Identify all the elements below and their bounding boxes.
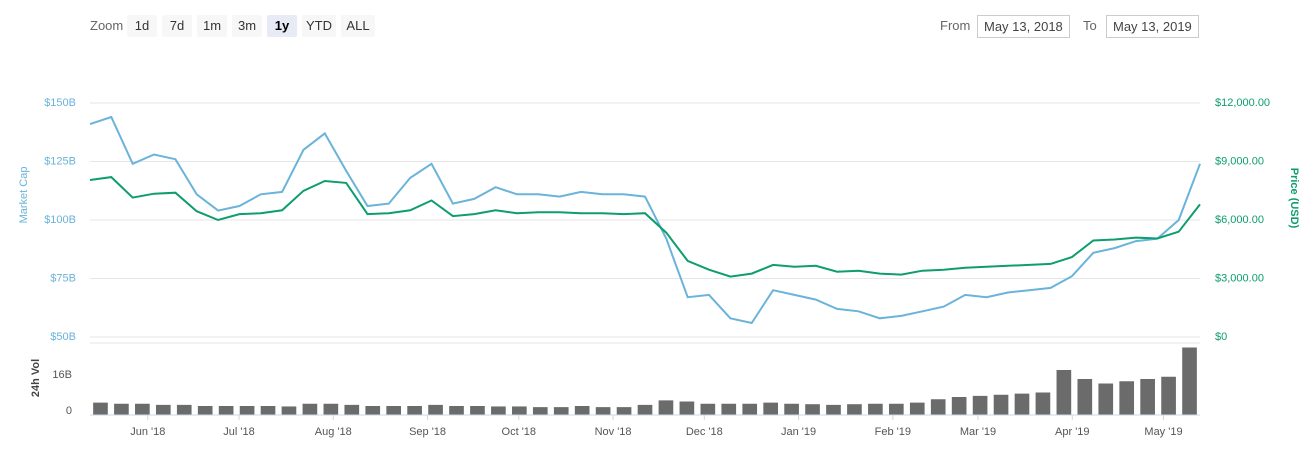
zoom-button[interactable]: YTD [302,15,336,37]
volume-bar [470,406,485,415]
volume-bar [742,403,758,415]
volume-bar [114,403,129,415]
volume-bar [176,404,192,415]
volume-bar [323,403,339,415]
y-axis-title: 24h Vol [30,359,42,397]
line-series [89,115,1201,325]
from-date-input[interactable]: May 13, 2018 [977,15,1070,38]
y-tick-label: $75B [50,272,76,284]
volume-bar [260,406,276,415]
volume-bar [239,406,255,415]
volume-bar [993,394,1009,415]
volume-bar [1182,347,1197,415]
x-tick-label: Apr '19 [1055,426,1090,438]
from-label: From [940,18,971,33]
x-tick-label: Dec '18 [686,426,723,438]
volume-bar [930,399,946,415]
volume-bar [826,404,841,415]
to-label: To [1083,18,1097,33]
y-tick-label: $50B [50,331,76,343]
y-tick-label: 0 [66,405,72,417]
volume-bar [1098,383,1114,415]
volume-bar [784,403,799,415]
x-tick-label: Oct '18 [502,426,537,438]
volume-bar [700,403,716,415]
volume-bar [1035,392,1051,415]
x-tick-label: Mar '19 [960,426,996,438]
volume-bar [1077,379,1093,415]
x-tick-label: Jun '18 [130,426,165,438]
volume-bar [512,406,527,415]
volume-bar [218,406,234,415]
y2-tick-label: $12,000.00 [1215,97,1270,109]
volume-bar [553,407,569,415]
y2-tick-label: $6,000.00 [1215,214,1264,226]
zoom-button[interactable]: 7d [162,15,192,37]
y2-tick-label: $0 [1215,331,1227,343]
zoom-button[interactable]: 1y [267,15,297,37]
volume-bar [637,404,653,415]
volume-bar [365,406,381,415]
y2-axis-title: Price (USD) [1288,168,1300,229]
volume-bar [1140,379,1155,415]
x-tick-label: Aug '18 [315,426,352,438]
volume-bar [302,403,318,415]
volume-bar [574,406,590,415]
volume-bar [721,403,737,415]
zoom-button[interactable]: 1d [127,15,157,37]
to-date-input[interactable]: May 13, 2019 [1106,15,1199,38]
y-axis-title: Market Cap [18,167,30,224]
volume-bar [616,407,632,415]
volume-bar [532,407,548,415]
volume-bar [972,395,988,415]
volume-bar [1014,393,1030,415]
y-tick-label: 16B [52,369,72,381]
y-tick-label: $125B [44,155,76,167]
line-series [89,176,1201,278]
volume-bar [197,406,213,415]
x-tick-label: Nov '18 [595,426,632,438]
volume-bar [1056,370,1072,415]
volume-bar [155,404,171,415]
volume-bar [386,406,402,415]
volume-bar [763,402,778,415]
volume-bar [344,404,360,415]
volume-bar [868,403,883,415]
y2-tick-label: $9,000.00 [1215,155,1264,167]
volume-bar [658,400,674,415]
zoom-label: Zoom [90,18,124,33]
volume-bar [888,403,904,415]
volume-bar [407,406,422,415]
zoom-button[interactable]: 3m [232,15,262,37]
y-tick-label: $150B [44,97,76,109]
volume-bar [909,402,925,415]
volume-bar [679,401,695,415]
volume-bar [428,404,443,415]
volume-bar [847,404,862,415]
volume-bar [93,402,108,415]
zoom-button[interactable]: ALL [341,15,375,37]
zoom-button[interactable]: 1m [197,15,227,37]
volume-bar [449,406,464,415]
volume-bar [1119,381,1135,415]
x-tick-label: Feb '19 [875,426,911,438]
volume-bar [1161,376,1176,415]
volume-bar [595,407,611,415]
volume-bar [951,397,967,415]
x-tick-label: Jan '19 [781,426,816,438]
x-tick-label: Sep '18 [409,426,446,438]
x-tick-label: May '19 [1144,426,1182,438]
y-tick-label: $100B [44,214,76,226]
volume-bar [491,406,506,415]
volume-bar [135,403,150,415]
x-tick-label: Jul '18 [223,426,254,438]
volume-bar [281,406,297,415]
volume-bar [805,404,820,415]
y2-tick-label: $3,000.00 [1215,272,1264,284]
